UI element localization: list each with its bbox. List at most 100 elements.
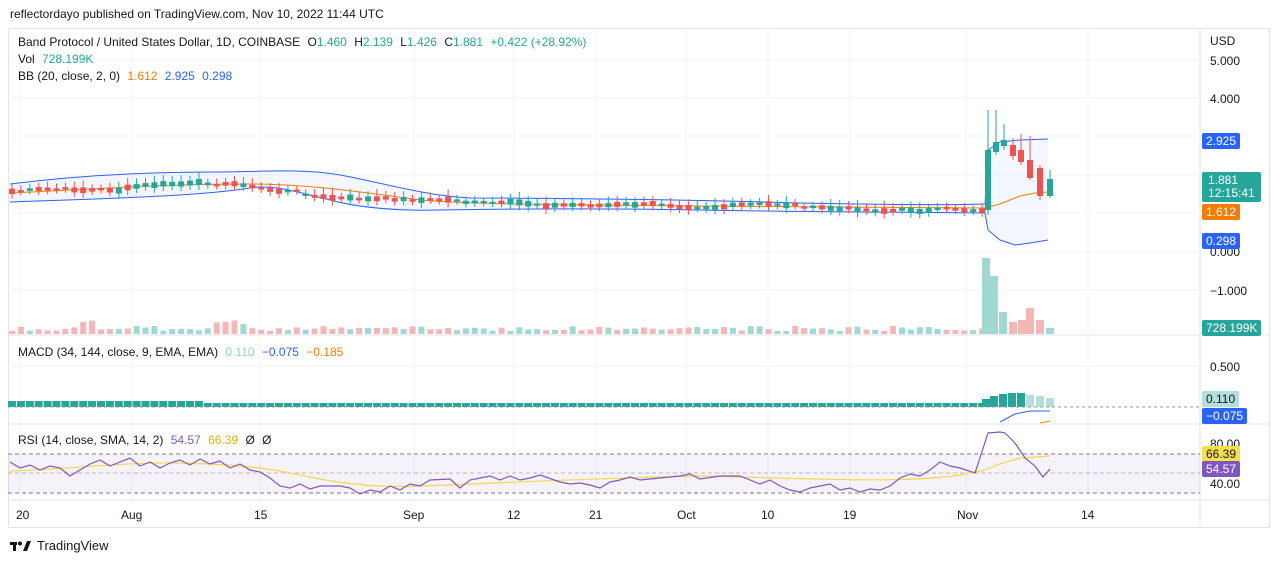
candle-body	[667, 203, 674, 208]
volume-bar	[222, 321, 229, 334]
bar-countdown: 12:15:41	[1208, 186, 1255, 200]
price-tick-minus1: −1.000	[1210, 284, 1248, 298]
candle-body	[605, 203, 612, 208]
macd-bar	[16, 401, 25, 407]
current-price: 1.881	[1208, 173, 1239, 187]
candle-body	[729, 202, 736, 208]
candle-body	[863, 208, 870, 212]
volume-bar	[151, 326, 158, 334]
volume-bar	[1026, 308, 1034, 334]
candle-body	[756, 202, 763, 206]
candle-body	[703, 206, 710, 210]
volume-bar	[204, 328, 211, 334]
bb-legend[interactable]: BB (20, close, 2, 0) 1.612 2.925 0.298	[18, 69, 236, 83]
macd-bar	[168, 401, 177, 407]
volume-bar	[498, 327, 505, 334]
macd-bar	[408, 403, 417, 407]
volume-bar	[854, 326, 861, 334]
macd-bar	[933, 403, 942, 407]
macd-bar	[657, 403, 666, 407]
macd-bar	[105, 401, 114, 407]
h-label: H	[354, 35, 363, 49]
time-tick: 19	[843, 508, 857, 522]
macd-bar	[613, 403, 622, 407]
volume-bar	[142, 327, 149, 334]
macd-bar	[764, 403, 773, 407]
symbol-name[interactable]: Band Protocol / United States Dollar, 1D…	[18, 35, 301, 49]
tradingview-footer[interactable]: TradingView	[10, 538, 109, 553]
bb-label: BB (20, close, 2, 0)	[18, 69, 121, 83]
macd-bar	[275, 403, 283, 407]
volume-bar	[907, 329, 914, 334]
macd-bar	[737, 403, 746, 407]
volume-bar	[721, 327, 727, 334]
volume-bar	[694, 327, 701, 334]
candle-body	[471, 200, 478, 204]
macd-bar	[791, 403, 800, 407]
macd-bar	[444, 403, 453, 407]
candle-body	[792, 203, 799, 206]
candlestick-series	[9, 110, 1053, 219]
bb-basis-tag: 1.612	[1202, 204, 1241, 220]
candle-body	[632, 202, 638, 208]
change-value: +0.422 (+28.92%)	[490, 35, 587, 49]
macd-bar	[417, 403, 426, 407]
bb-upper-line	[9, 138, 1049, 206]
volume-bar	[747, 326, 754, 334]
volume-legend[interactable]: Vol 728.199K	[18, 52, 97, 66]
volume-bar	[534, 329, 541, 334]
volume-bar	[961, 330, 968, 334]
candle-body	[62, 187, 69, 190]
volume-bar	[810, 328, 816, 334]
candle-body	[961, 208, 968, 213]
macd-bar	[889, 403, 898, 407]
candle-body	[142, 183, 149, 187]
volume-bar	[925, 327, 932, 334]
candle-body	[17, 190, 24, 193]
macd-bar	[559, 403, 568, 407]
volume-label: Vol	[18, 52, 35, 66]
chart-frame[interactable]	[8, 28, 1270, 528]
macd-bar	[880, 403, 889, 407]
rsi-legend[interactable]: RSI (14, close, SMA, 14, 2) 54.57 66.39 …	[18, 433, 276, 447]
candle-body	[231, 181, 238, 187]
bb-upper-tag: 2.925	[1202, 133, 1241, 149]
volume-bar	[685, 327, 692, 334]
volume-bar	[712, 328, 719, 334]
volume-bar	[195, 330, 202, 334]
candle-body	[115, 187, 122, 194]
volume-bar	[783, 330, 790, 334]
volume-bar	[872, 329, 879, 334]
candle-body	[44, 187, 51, 191]
volume-bar	[863, 329, 870, 334]
volume-bar	[249, 328, 256, 334]
candle-body	[1037, 168, 1043, 196]
macd-bar	[239, 403, 248, 407]
candle-body	[249, 184, 256, 189]
volume-bar	[916, 327, 923, 334]
candle-body	[783, 202, 790, 209]
candle-body	[267, 187, 274, 192]
macd-bar	[381, 403, 390, 407]
candle-body	[534, 203, 541, 206]
candle-body	[133, 184, 140, 189]
candle-body	[445, 196, 452, 203]
volume-bar	[578, 330, 585, 334]
rsi-extra1: Ø	[245, 433, 255, 447]
time-tick: 10	[761, 508, 775, 522]
macd-bar	[283, 403, 292, 407]
candle-body	[916, 208, 923, 214]
macd-legend[interactable]: MACD (34, 144, close, 9, EMA, EMA) 0.110…	[18, 345, 347, 359]
candle-body	[1027, 160, 1033, 178]
bb-lower-value: 0.298	[202, 69, 233, 83]
time-tick: 15	[254, 508, 268, 522]
volume-bar	[382, 328, 389, 334]
bb-basis-value: 1.612	[127, 69, 158, 83]
macd-bar	[132, 401, 141, 407]
candle-body	[712, 205, 719, 210]
symbol-legend[interactable]: Band Protocol / United States Dollar, 1D…	[18, 35, 590, 49]
volume-bar	[240, 324, 247, 334]
macd-bar	[1008, 393, 1016, 407]
candle-body	[525, 200, 532, 207]
